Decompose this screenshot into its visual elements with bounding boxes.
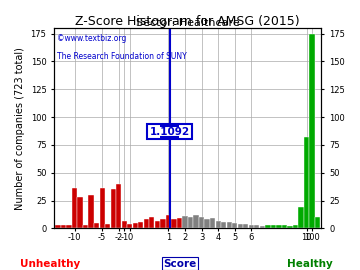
Bar bbox=[160, 220, 166, 228]
Bar bbox=[111, 189, 116, 228]
Text: ©www.textbiz.org: ©www.textbiz.org bbox=[57, 34, 126, 43]
Bar bbox=[155, 221, 160, 228]
Bar bbox=[193, 215, 199, 228]
Text: Sector: Healthcare: Sector: Healthcare bbox=[136, 18, 240, 28]
Text: The Research Foundation of SUNY: The Research Foundation of SUNY bbox=[57, 52, 186, 61]
Bar bbox=[287, 226, 293, 228]
Bar bbox=[260, 226, 265, 228]
Bar bbox=[199, 217, 204, 228]
Bar bbox=[226, 222, 232, 228]
Bar bbox=[221, 222, 226, 228]
Bar bbox=[99, 188, 105, 228]
Bar bbox=[166, 215, 171, 228]
Y-axis label: Number of companies (723 total): Number of companies (723 total) bbox=[15, 47, 25, 210]
Bar bbox=[243, 224, 248, 228]
Title: Z-Score Histogram for AMSG (2015): Z-Score Histogram for AMSG (2015) bbox=[76, 15, 300, 28]
Bar bbox=[77, 197, 83, 228]
Bar bbox=[149, 217, 154, 228]
Bar bbox=[89, 195, 94, 228]
Bar bbox=[188, 217, 193, 228]
Bar bbox=[61, 225, 66, 228]
Bar bbox=[133, 223, 138, 228]
Bar bbox=[216, 221, 221, 228]
Bar bbox=[315, 217, 320, 228]
Bar bbox=[127, 224, 132, 228]
Bar bbox=[116, 184, 121, 228]
Bar bbox=[293, 225, 298, 228]
Bar bbox=[232, 223, 237, 228]
Bar bbox=[144, 220, 149, 228]
Bar bbox=[122, 221, 127, 228]
Bar bbox=[105, 224, 110, 228]
Bar bbox=[72, 188, 77, 228]
Bar bbox=[66, 225, 72, 228]
Bar bbox=[55, 225, 60, 228]
Bar bbox=[210, 218, 215, 228]
Bar bbox=[310, 33, 315, 228]
Bar bbox=[83, 225, 88, 228]
Bar bbox=[138, 222, 143, 228]
Bar bbox=[177, 218, 182, 228]
Text: 1.1092: 1.1092 bbox=[149, 127, 190, 137]
Bar bbox=[298, 207, 304, 228]
Text: Unhealthy: Unhealthy bbox=[20, 259, 81, 269]
Bar bbox=[183, 216, 188, 228]
Bar bbox=[204, 220, 210, 228]
Bar bbox=[304, 137, 309, 228]
Bar bbox=[94, 223, 99, 228]
Bar bbox=[282, 225, 287, 228]
Bar bbox=[238, 224, 243, 228]
Bar bbox=[249, 225, 254, 228]
Bar bbox=[171, 220, 177, 228]
Bar bbox=[276, 225, 282, 228]
Text: Score: Score bbox=[163, 259, 197, 269]
Text: Healthy: Healthy bbox=[287, 259, 333, 269]
Bar bbox=[271, 225, 276, 228]
Bar bbox=[265, 225, 270, 228]
Bar bbox=[254, 225, 260, 228]
